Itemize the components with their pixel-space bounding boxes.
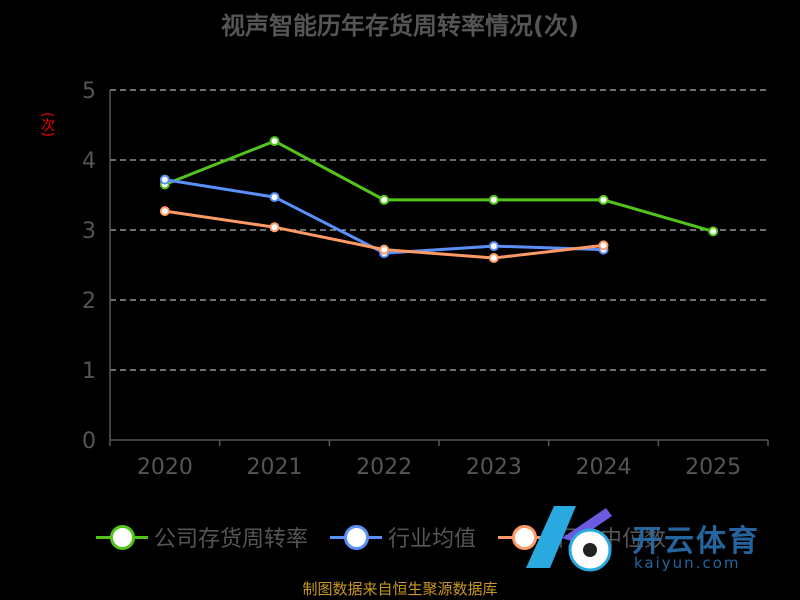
data-point-2 [488,241,499,252]
legend-swatch-dot [344,525,370,550]
series-line-2 [164,178,604,255]
y-axis-unit: (次) [39,112,55,137]
y-tick-label: 1 [82,359,96,384]
data-point-3 [159,206,170,217]
watermark-logo-icon [526,506,612,572]
watermark: 开云体育 kaiyun.com [514,498,794,578]
data-point-1 [269,136,280,147]
data-point-3 [379,244,390,255]
data-point-1 [708,226,719,237]
watermark-sub: kaiyun.com [634,554,741,572]
source-note: 制图数据来自恒生聚源数据库 [302,580,498,598]
y-tick-label: 3 [82,219,96,244]
data-point-3 [269,222,280,233]
legend-item-2[interactable]: 行业均值 [330,520,476,554]
legend-swatch [96,520,148,554]
x-tick-label: 2022 [356,455,412,480]
data-point-3 [488,253,499,263]
legend-swatch-dot [512,525,538,550]
x-tick-label: 2024 [576,455,632,480]
legend-swatch [498,520,551,554]
data-point-2 [159,174,170,185]
legend-swatch [330,520,383,554]
legend: 公司存货周转率 行业均值 行业中位数 [96,520,688,554]
data-point-2 [269,192,280,203]
legend-item-1[interactable]: 公司存货周转率 [96,520,308,554]
y-tick-label: 5 [82,79,96,104]
legend-label: 公司存货周转率 [154,527,309,552]
chart-title: 视声智能历年存货周转率情况(次) [221,12,579,40]
y-tick-label: 4 [82,149,96,174]
watermark-text: 开云体育 [632,524,760,559]
x-tick-label: 2023 [466,455,522,480]
y-tick-label: 0 [82,429,96,454]
data-point-3 [598,240,609,251]
legend-swatch-dot [110,525,135,550]
data-point-1 [488,194,499,205]
y-tick-label: 2 [82,289,96,314]
data-point-1 [598,194,609,205]
x-tick-label: 2021 [247,455,303,480]
data-point-1 [379,194,390,205]
legend-label: 行业均值 [388,527,477,552]
x-tick-label: 2025 [685,455,741,480]
series-line-1 [164,139,714,233]
x-tick-label: 2020 [137,455,193,480]
